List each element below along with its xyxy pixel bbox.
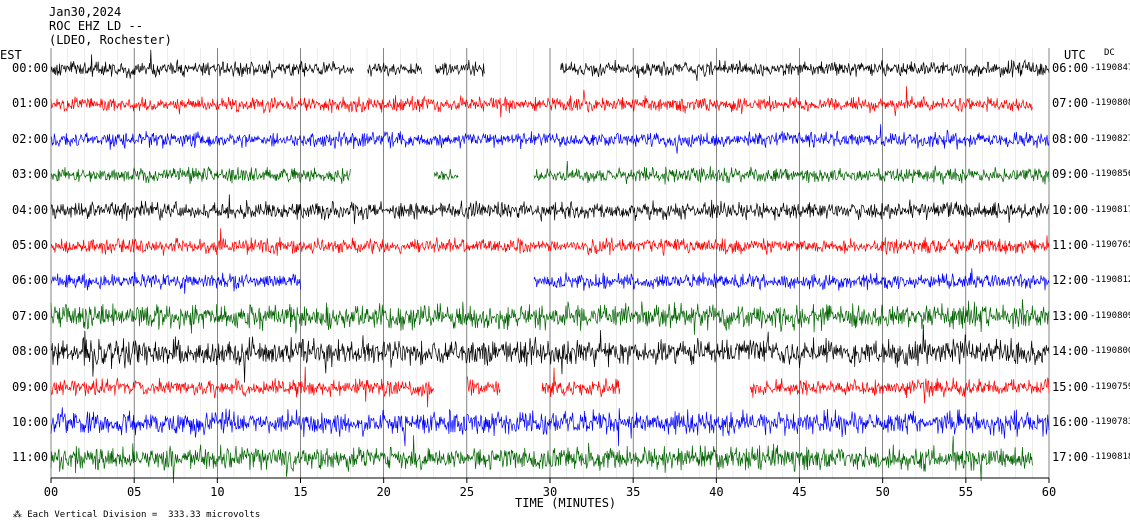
est-hour-label: 07:00: [12, 308, 49, 323]
seismic-trace: [50, 435, 1033, 484]
utc-hour-label: 08:00: [1052, 131, 1089, 146]
utc-hour-label: 14:00: [1052, 344, 1089, 359]
est-axis-label: EST: [0, 48, 22, 62]
seismic-trace: [50, 228, 1050, 256]
est-hour-label: 02:00: [12, 131, 49, 146]
x-tick-label: 45: [792, 485, 806, 499]
dc-offset-label: -1190856: [1090, 169, 1130, 180]
x-tick-label: 60: [1042, 485, 1056, 499]
x-tick-label: 35: [626, 485, 640, 499]
x-tick-label: 15: [293, 485, 307, 499]
utc-hour-label: 07:00: [1052, 96, 1089, 111]
x-axis-label: TIME (MINUTES): [515, 496, 617, 510]
dc-label: DC: [1104, 48, 1115, 58]
est-hour-label: 09:00: [12, 379, 49, 394]
est-hour-label: 11:00: [12, 450, 49, 465]
utc-hour-label: 17:00: [1052, 450, 1089, 465]
est-hour-label: 06:00: [12, 273, 49, 288]
utc-hour-label: 16:00: [1052, 415, 1089, 429]
seismic-traces: [50, 49, 1050, 484]
dc-offset-label: -1190759: [1090, 381, 1130, 392]
dc-offset-label: -1190847: [1090, 63, 1130, 73]
seismic-trace: [50, 268, 1050, 294]
chart-date: Jan30,2024: [49, 5, 122, 19]
time-axis: 00 05 10 15 20 25 30 35 40 45 50 55 60: [44, 477, 1056, 499]
vertical-gridlines: [50, 48, 1050, 478]
footer-icon: ⁂: [12, 510, 28, 520]
dc-offset-label: -1190783: [1090, 417, 1130, 427]
station-code: ROC EHZ LD --: [49, 19, 143, 33]
x-tick-label: 05: [127, 485, 141, 499]
seismic-trace: [50, 366, 1050, 408]
seismic-trace: [50, 49, 1050, 82]
utc-hour-label: 15:00: [1052, 379, 1089, 394]
dc-offset-label: -1190765: [1090, 240, 1130, 250]
est-hour-label: 04:00: [12, 202, 49, 217]
utc-axis-label: UTC: [1064, 48, 1086, 62]
utc-hour-label: 10:00: [1052, 202, 1089, 217]
est-hour-label: 01:00: [12, 96, 49, 111]
est-hour-label: 00:00: [12, 61, 49, 75]
x-tick-label: 20: [376, 485, 390, 499]
utc-hour-label: 13:00: [1052, 308, 1089, 323]
est-hour-label: 10:00: [12, 415, 49, 429]
seismic-trace: [50, 194, 1050, 225]
vertical-division-note: ⁂ Each Vertical Division = 333.33 microv…: [2, 500, 260, 520]
dc-offset-label: -1190809: [1090, 310, 1130, 321]
est-hour-label: 03:00: [12, 167, 49, 182]
utc-hour-label: 11:00: [1052, 238, 1089, 252]
seismic-trace: [50, 160, 1050, 185]
seismic-trace: [50, 124, 1050, 154]
dc-offset-label: -1190808: [1090, 98, 1130, 109]
dc-offset-label: -1190812: [1090, 275, 1130, 286]
x-tick-label: 10: [210, 485, 224, 499]
x-tick-label: 40: [709, 485, 723, 499]
dc-offset-label: -1190818: [1090, 452, 1130, 463]
x-tick-label: 30: [543, 485, 557, 499]
seismic-trace: [50, 86, 1033, 118]
network-name: (LDEO, Rochester): [49, 33, 172, 47]
x-tick-label: 00: [44, 485, 58, 499]
seismic-trace: [50, 299, 1050, 335]
x-tick-label: 50: [875, 485, 889, 499]
x-tick-label: 25: [460, 485, 474, 499]
utc-hour-label: 12:00: [1052, 273, 1089, 288]
seismic-trace: [50, 407, 1050, 447]
dc-offset-label: -1190817: [1090, 204, 1130, 215]
est-hour-label: 08:00: [12, 344, 49, 359]
utc-hour-label: 06:00: [1052, 61, 1089, 75]
seismic-trace: [50, 324, 1050, 383]
utc-hour-label: 09:00: [1052, 167, 1089, 182]
est-hour-label: 05:00: [12, 238, 49, 252]
dc-offset-label: -1190800: [1090, 346, 1130, 357]
x-tick-label: 55: [959, 485, 973, 499]
footer-text: Each Vertical Division = 333.33 microvol…: [27, 510, 261, 520]
dc-offset-label: -1190827: [1090, 133, 1130, 144]
